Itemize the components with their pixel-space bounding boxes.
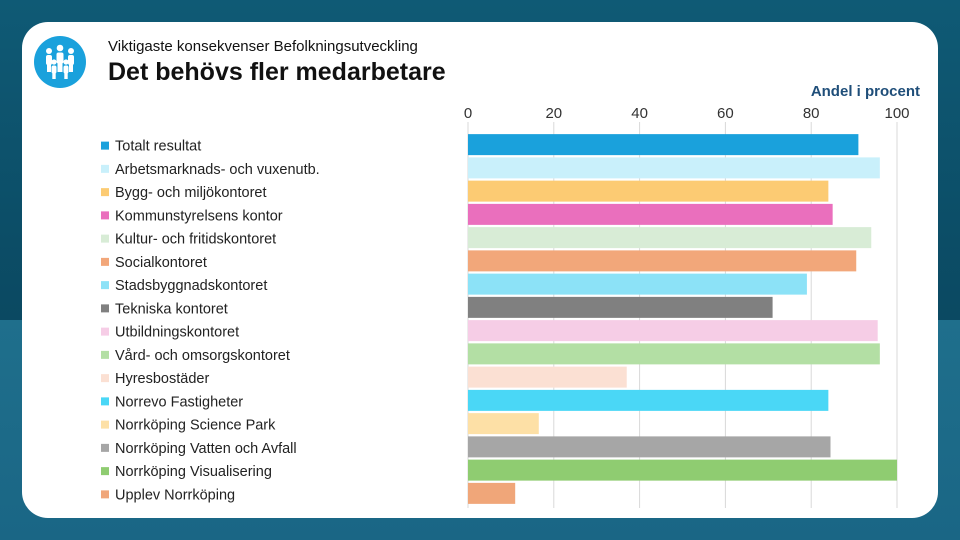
- legend-swatch: [101, 467, 109, 476]
- legend-swatch: [101, 304, 109, 313]
- legend-label: Socialkontoret: [115, 255, 207, 271]
- legend-swatch: [101, 234, 109, 243]
- bar: [468, 413, 539, 435]
- legend-label: Bygg- och miljökontoret: [115, 185, 267, 201]
- bar: [468, 180, 829, 202]
- x-tick-label: 100: [884, 105, 909, 122]
- legend-label: Vård- och omsorgskontoret: [115, 348, 290, 364]
- legend-label: Totalt resultat: [115, 139, 201, 155]
- bar: [468, 296, 773, 318]
- legend-label: Norrköping Vatten och Avfall: [115, 441, 297, 457]
- bar: [468, 343, 880, 365]
- bar: [468, 459, 897, 481]
- bar: [468, 436, 831, 458]
- legend-swatch: [101, 350, 109, 359]
- bar: [468, 389, 829, 411]
- slide-title: Det behövs fler medarbetare: [108, 58, 446, 86]
- bar: [468, 366, 627, 388]
- legend-swatch: [101, 327, 109, 336]
- legend-swatch: [101, 164, 109, 173]
- legend-label: Kommunstyrelsens kontor: [115, 208, 283, 224]
- legend-label: Stadsbyggnadskontoret: [115, 278, 267, 294]
- bar: [468, 157, 880, 179]
- x-tick-label: 60: [717, 105, 734, 122]
- legend-label: Arbetsmarknads- och vuxenutb.: [115, 162, 320, 178]
- legend-label: Norrköping Science Park: [115, 418, 276, 434]
- legend-label: Norrevo Fastigheter: [115, 394, 243, 410]
- bar: [468, 134, 859, 156]
- legend-label: Tekniska kontoret: [115, 301, 228, 317]
- slide-subtitle: Viktigaste konsekvenser Befolkningsutvec…: [108, 38, 418, 55]
- bar: [468, 250, 857, 272]
- legend-swatch: [101, 141, 109, 150]
- axis-unit-label: Andel i procent: [810, 83, 920, 100]
- legend-swatch: [101, 211, 109, 220]
- people-group-icon: [34, 36, 86, 88]
- x-tick-label: 40: [631, 105, 648, 122]
- legend-swatch: [101, 374, 109, 383]
- bar: [468, 482, 516, 504]
- bar: [468, 273, 807, 295]
- legend-swatch: [101, 188, 109, 197]
- x-tick-label: 0: [464, 105, 472, 122]
- legend-swatch: [101, 420, 109, 429]
- bar: [468, 203, 833, 225]
- bar: [468, 227, 872, 249]
- legend-label: Kultur- och fritidskontoret: [115, 232, 276, 248]
- legend-swatch: [101, 257, 109, 266]
- legend-swatch: [101, 443, 109, 452]
- x-tick-label: 20: [545, 105, 562, 122]
- legend-swatch: [101, 281, 109, 290]
- legend-label: Hyresbostäder: [115, 371, 209, 387]
- legend-label: Norrköping Visualisering: [115, 464, 272, 480]
- bar: [468, 320, 878, 342]
- legend-swatch: [101, 397, 109, 406]
- legend-label: Upplev Norrköping: [115, 487, 235, 503]
- x-tick-label: 80: [803, 105, 820, 122]
- legend-label: Utbildningskontoret: [115, 325, 239, 341]
- legend-swatch: [101, 490, 109, 499]
